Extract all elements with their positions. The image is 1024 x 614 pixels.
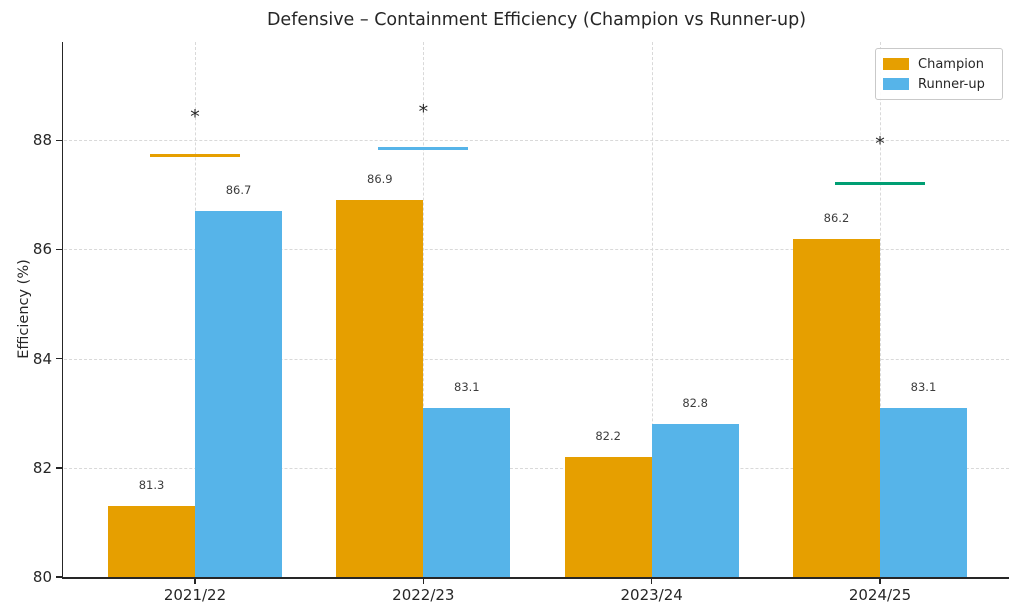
significance-line — [378, 146, 469, 150]
bar-champion-2021-22 — [108, 506, 195, 577]
bar-champion-2022-23 — [336, 200, 424, 577]
y-tick-label: 86 — [32, 240, 52, 259]
x-tick — [422, 578, 425, 584]
bar-value-label: 82.2 — [595, 428, 621, 443]
champion-color-swatch — [883, 58, 909, 70]
legend-label-runnerup: Runner-up — [918, 76, 985, 92]
gridline-horizontal — [63, 249, 1009, 251]
x-tick — [879, 578, 881, 584]
y-axis-spine — [61, 42, 64, 579]
legend-entry-runnerup: Runner-up — [883, 74, 995, 94]
bar-runnerup-2021-22 — [195, 211, 282, 577]
bar-value-label: 86.2 — [823, 210, 850, 225]
y-tick-label: 82 — [32, 458, 52, 477]
x-tick-label: 2023/24 — [620, 586, 683, 604]
significance-line — [834, 182, 925, 186]
bar-champion-2023-24 — [564, 456, 652, 577]
y-tick — [55, 248, 62, 251]
significance-asterisk: * — [190, 105, 200, 128]
x-tick-label: 2024/25 — [848, 586, 912, 604]
y-tick-label: 88 — [32, 131, 52, 150]
bar-value-label: 83.1 — [454, 379, 480, 394]
runnerup-color-swatch — [883, 78, 909, 90]
bar-value-label: 86.7 — [225, 183, 252, 198]
bar-value-label: 83.1 — [910, 379, 937, 394]
x-tick-label: 2021/22 — [163, 586, 227, 604]
chart-title: Defensive – Containment Efficiency (Cham… — [266, 10, 807, 30]
legend-entry-champion: Champion — [883, 54, 995, 74]
y-tick — [55, 576, 62, 578]
bar-value-label: 86.9 — [367, 172, 393, 187]
y-tick — [55, 467, 62, 469]
bar-runnerup-2024-25 — [879, 407, 967, 577]
significance-asterisk: * — [418, 100, 429, 123]
x-axis-spine — [61, 577, 1009, 579]
bar-runnerup-2022-23 — [423, 407, 511, 577]
y-tick-label: 80 — [32, 568, 52, 586]
bar-runnerup-2023-24 — [651, 424, 739, 577]
x-tick — [650, 578, 653, 584]
gridline-vertical — [879, 42, 881, 577]
x-tick-label: 2022/23 — [392, 586, 455, 604]
gridline-vertical — [423, 42, 425, 577]
y-tick-label: 84 — [32, 349, 52, 368]
significance-asterisk: * — [875, 133, 885, 156]
legend-label-champion: Champion — [918, 56, 985, 72]
gridline-horizontal — [63, 358, 1009, 360]
significance-line — [150, 154, 240, 158]
y-axis-label: Efficiency (%) — [16, 259, 32, 359]
y-tick — [55, 357, 62, 360]
gridline-horizontal — [63, 140, 1009, 142]
bar-value-label: 82.8 — [682, 396, 708, 411]
bar-value-label: 81.3 — [138, 478, 165, 493]
gridline-horizontal — [63, 467, 1009, 469]
gridline-vertical — [651, 42, 653, 577]
x-tick — [194, 578, 196, 584]
legend: Champion Runner-up — [875, 48, 1003, 100]
bar-champion-2024-25 — [792, 238, 880, 577]
y-tick — [55, 139, 62, 141]
